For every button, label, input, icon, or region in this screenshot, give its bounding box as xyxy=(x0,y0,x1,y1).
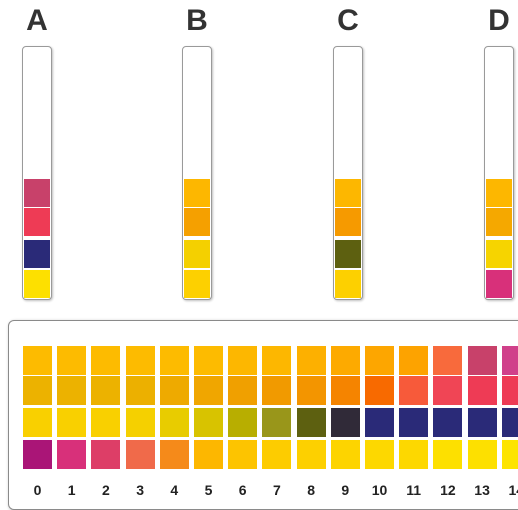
color-swatch xyxy=(228,408,258,437)
color-swatch xyxy=(125,440,155,469)
test-strip-a xyxy=(22,46,52,300)
color-swatch xyxy=(23,346,52,375)
color-swatch xyxy=(228,346,258,375)
strip-pad xyxy=(184,179,210,207)
color-swatch xyxy=(159,376,189,405)
strip-pad xyxy=(335,208,361,236)
ph-label: 14 xyxy=(508,482,518,498)
color-swatch xyxy=(91,346,121,375)
color-swatch xyxy=(467,376,497,405)
color-swatch xyxy=(433,440,463,469)
color-swatch xyxy=(365,408,394,437)
color-swatch xyxy=(501,376,518,405)
strip-pad xyxy=(486,270,512,298)
color-swatch xyxy=(91,440,121,469)
color-swatch xyxy=(330,408,360,437)
color-swatch xyxy=(399,440,429,469)
color-swatch xyxy=(57,346,87,375)
color-swatch xyxy=(91,408,121,437)
color-swatch xyxy=(91,376,121,405)
color-swatch xyxy=(228,440,258,469)
strip-pad xyxy=(24,208,50,236)
color-swatch xyxy=(194,440,223,469)
strip-pad xyxy=(24,270,50,298)
color-swatch xyxy=(125,376,155,405)
ph-label: 13 xyxy=(474,482,490,498)
color-swatch xyxy=(433,408,463,437)
ph-label: 9 xyxy=(341,482,350,498)
strip-label-b: B xyxy=(186,4,208,37)
strip-pad xyxy=(335,179,361,207)
color-swatch xyxy=(330,376,360,405)
color-swatch xyxy=(467,440,497,469)
color-swatch xyxy=(467,346,497,375)
ph-label: 7 xyxy=(272,482,281,498)
color-swatch xyxy=(23,408,52,437)
color-swatch xyxy=(433,376,463,405)
color-swatch xyxy=(23,440,52,469)
color-swatch xyxy=(365,376,394,405)
color-swatch xyxy=(194,346,223,375)
strip-pad xyxy=(335,240,361,268)
color-swatch xyxy=(296,408,326,437)
strip-pad xyxy=(335,270,361,298)
ph-label: 2 xyxy=(101,482,110,498)
ph-label: 10 xyxy=(371,482,388,498)
color-swatch xyxy=(194,408,223,437)
color-swatch xyxy=(399,346,429,375)
color-swatch xyxy=(125,346,155,375)
ph-label: 0 xyxy=(33,482,42,498)
color-swatch xyxy=(125,408,155,437)
color-swatch xyxy=(262,408,292,437)
color-swatch xyxy=(23,376,52,405)
strip-pad xyxy=(24,179,50,207)
color-swatch xyxy=(501,346,518,375)
ph-label: 1 xyxy=(67,482,76,498)
test-strip-d xyxy=(484,46,514,300)
test-strip-c xyxy=(333,46,363,300)
color-swatch xyxy=(262,440,292,469)
strip-label-c: C xyxy=(337,4,359,37)
color-swatch xyxy=(296,440,326,469)
strip-pad xyxy=(184,240,210,268)
ph-label: 4 xyxy=(170,482,179,498)
color-swatch xyxy=(365,346,394,375)
color-swatch xyxy=(159,408,189,437)
ph-label: 6 xyxy=(238,482,247,498)
color-swatch xyxy=(262,346,292,375)
color-swatch xyxy=(194,376,223,405)
strip-pad xyxy=(184,208,210,236)
color-swatch xyxy=(399,408,429,437)
color-swatch xyxy=(159,440,189,469)
color-swatch xyxy=(365,440,394,469)
color-swatch xyxy=(501,440,518,469)
strip-pad xyxy=(486,240,512,268)
ph-label: 8 xyxy=(307,482,315,498)
color-swatch xyxy=(57,376,87,405)
color-swatch xyxy=(228,376,258,405)
color-swatch xyxy=(296,346,326,375)
ph-label: 3 xyxy=(136,482,144,498)
strip-label-a: A xyxy=(26,4,48,37)
test-strip-b xyxy=(182,46,212,300)
strip-label-d: D xyxy=(488,4,510,37)
color-swatch xyxy=(57,408,87,437)
color-swatch xyxy=(433,346,463,375)
color-swatch xyxy=(399,376,429,405)
color-swatch xyxy=(159,346,189,375)
color-swatch xyxy=(467,408,497,437)
ph-label: 5 xyxy=(204,482,213,498)
ph-label: 12 xyxy=(440,482,456,498)
color-swatch xyxy=(501,408,518,437)
color-swatch xyxy=(262,376,292,405)
color-swatch xyxy=(57,440,87,469)
strip-pad xyxy=(486,179,512,207)
ph-label: 11 xyxy=(406,482,422,498)
strip-pad xyxy=(486,208,512,236)
color-swatch xyxy=(330,440,360,469)
color-swatch xyxy=(330,346,360,375)
strip-pad xyxy=(184,270,210,298)
color-swatch xyxy=(296,376,326,405)
strip-pad xyxy=(24,240,50,268)
